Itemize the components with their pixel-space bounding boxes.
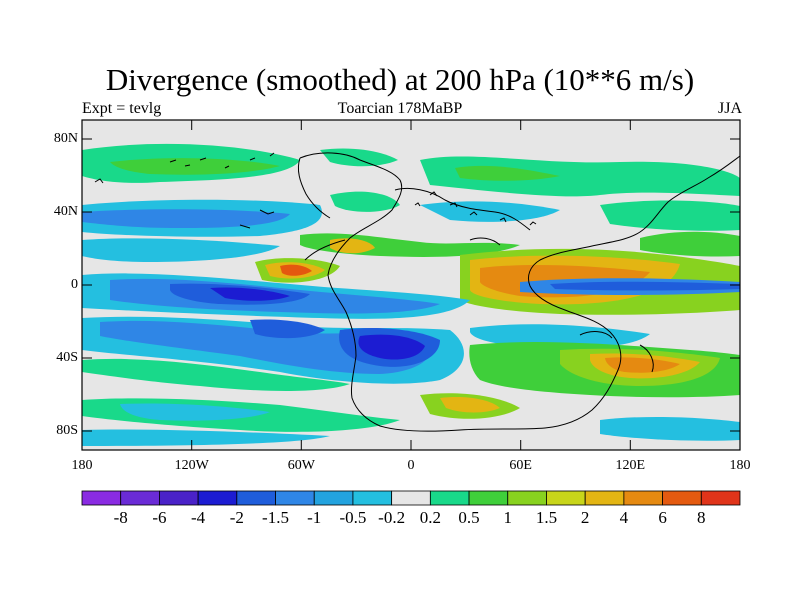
colorbar-label: 2 [580, 508, 590, 527]
colorbar [81, 490, 741, 506]
colorbar-label: 4 [619, 508, 629, 527]
colorbar-label: -4 [191, 508, 206, 527]
colorbar-swatch [236, 490, 276, 506]
lon-label: 60W [287, 458, 315, 473]
colorbar-swatch [159, 490, 199, 506]
colorbar-label: -8 [113, 508, 128, 527]
experiment-label: Expt = tevlg [82, 100, 162, 117]
colorbar-label: -0.2 [378, 508, 406, 527]
colorbar-label: 0.2 [419, 508, 441, 527]
lon-label: 60E [509, 458, 532, 473]
colorbar-label: 6 [658, 508, 667, 527]
lon-label: 120E [615, 458, 646, 473]
lat-label: 40S [56, 350, 78, 365]
colorbar-label: 1 [503, 508, 513, 527]
colorbar-swatch [623, 490, 663, 506]
colorbar-swatch [120, 490, 160, 506]
colorbar-swatch [584, 490, 625, 506]
colorbar-swatch [662, 490, 702, 506]
colorbar-label: 1.5 [535, 508, 558, 527]
colorbar-swatch [313, 490, 354, 506]
lat-label: 80N [53, 131, 78, 146]
colorbar-swatch [81, 490, 122, 506]
colorbar-swatch [197, 490, 238, 506]
period-label: Toarcian 178MaBP [337, 100, 463, 117]
divergence-field [82, 120, 740, 450]
colorbar-label: 8 [697, 508, 706, 527]
lon-label: 120W [174, 458, 209, 473]
lat-label: 0 [71, 277, 78, 292]
colorbar-swatch [468, 490, 509, 506]
lon-label: 0 [407, 458, 415, 473]
lon-label: 180 [729, 458, 751, 473]
coastlines [94, 152, 740, 432]
colorbar-swatch [352, 490, 393, 506]
colorbar-swatch [700, 490, 741, 506]
lon-tick-marks [81, 120, 741, 450]
lat-tick-marks [82, 138, 740, 432]
colorbar-swatch [507, 490, 547, 506]
lat-label: 40N [53, 204, 78, 219]
colorbar-swatch [429, 490, 470, 506]
colorbar-label: -6 [152, 508, 167, 527]
lon-label: 180 [71, 458, 93, 473]
colorbar-label: -1 [307, 508, 322, 527]
colorbar-swatch [391, 490, 431, 506]
colorbar-label: -1.5 [262, 508, 289, 527]
map-title: Divergence (smoothed) at 200 hPa (10**6 … [105, 62, 695, 97]
lat-label: 80S [56, 423, 78, 438]
colorbar-swatch [275, 490, 315, 506]
colorbar-label: -2 [229, 508, 244, 527]
colorbar-label: 0.5 [458, 508, 480, 527]
colorbar-label: -0.5 [339, 508, 367, 527]
season-label: JJA [717, 100, 742, 117]
colorbar-swatch [546, 490, 586, 506]
